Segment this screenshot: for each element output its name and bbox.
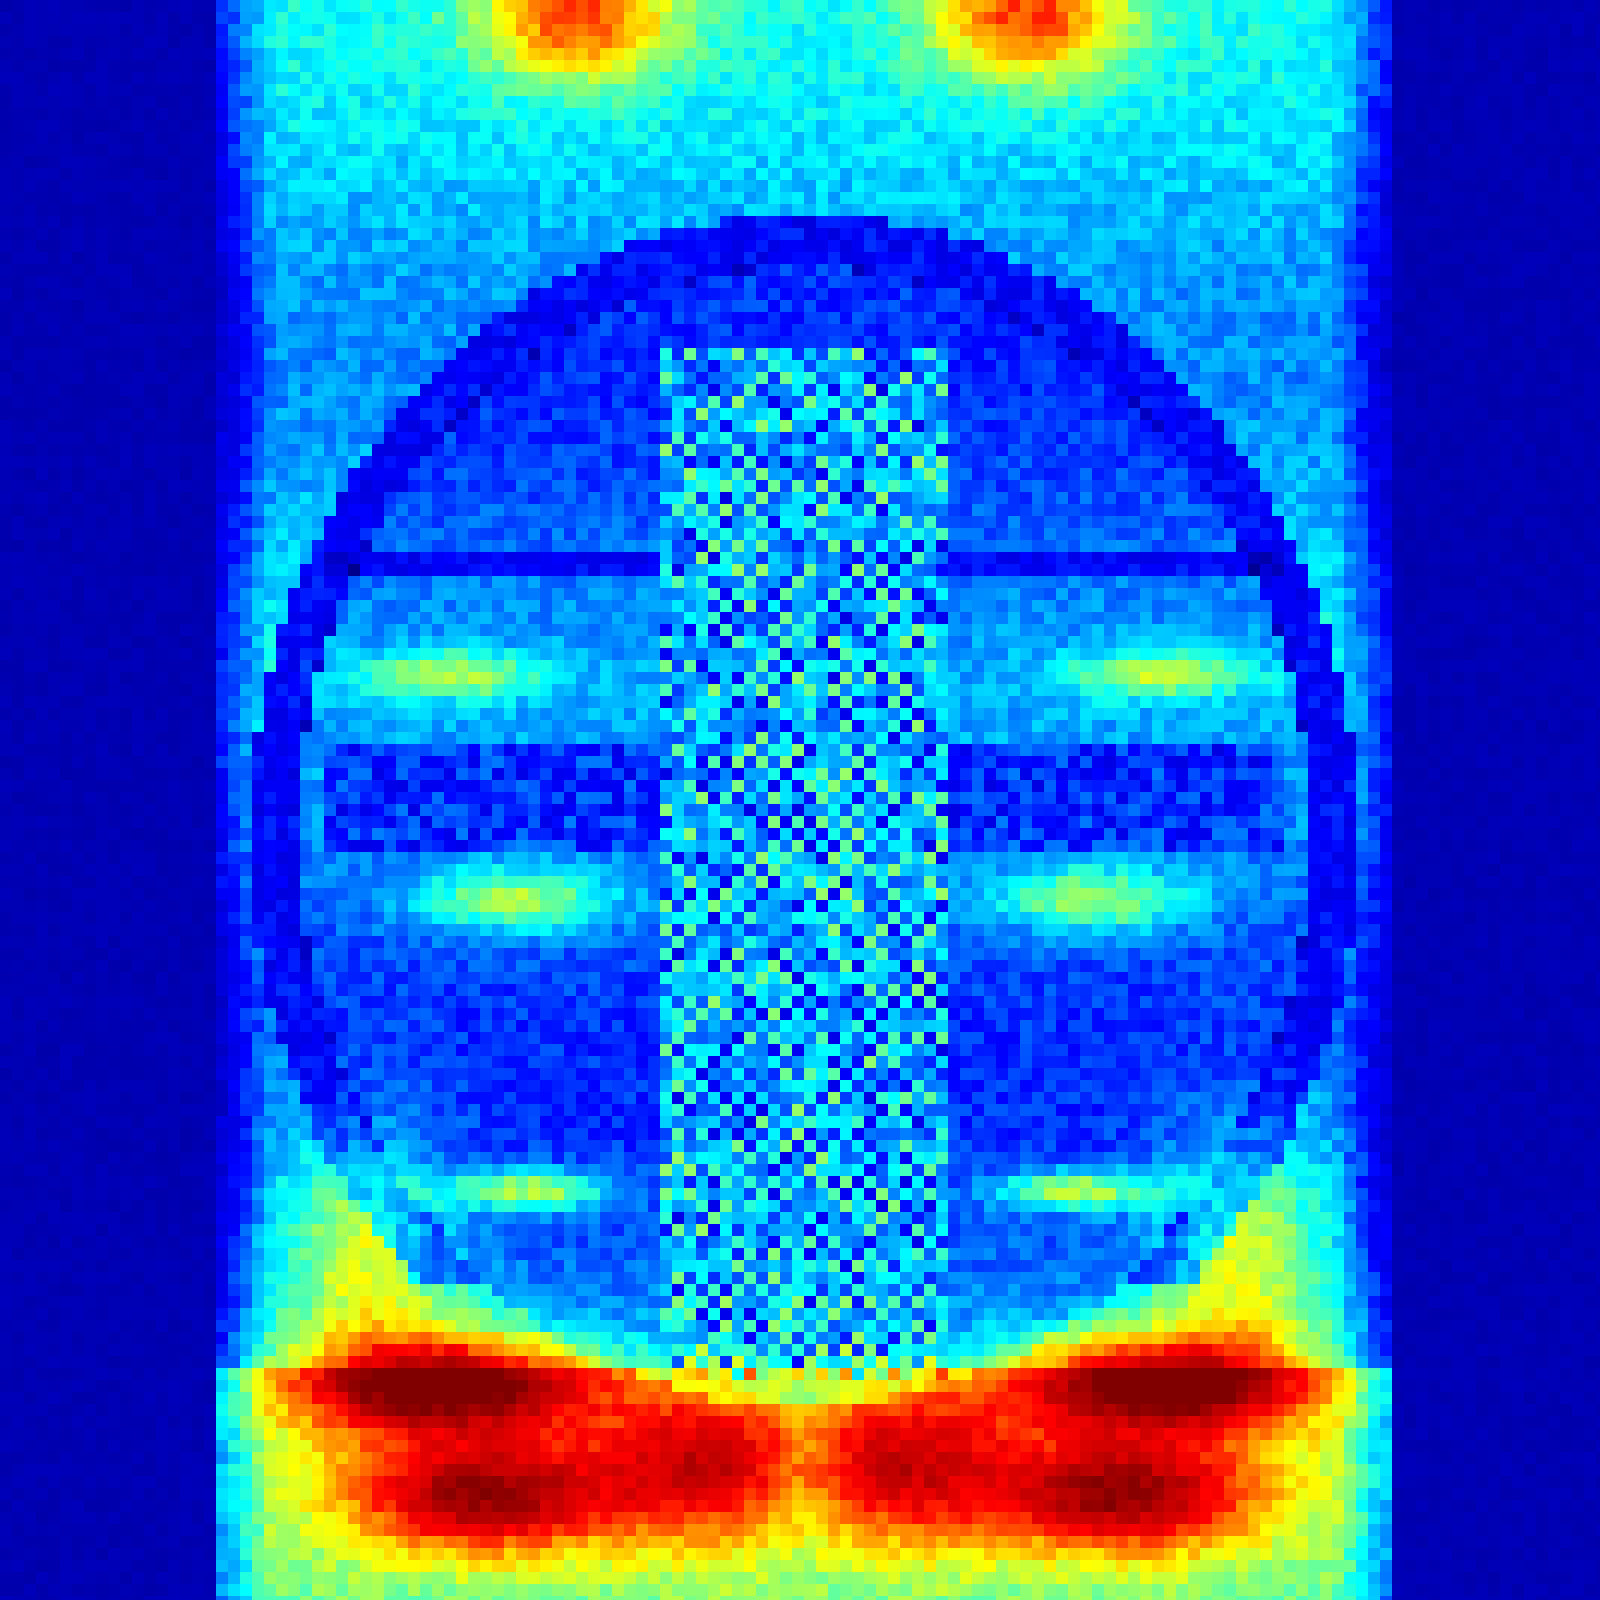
heatmap-figure xyxy=(0,0,1600,1600)
heatmap-canvas xyxy=(0,0,1600,1600)
